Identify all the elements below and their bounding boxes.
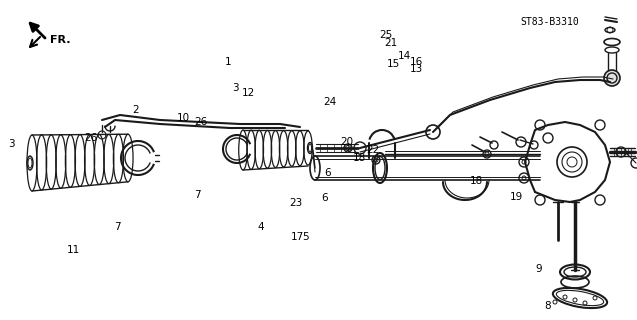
Text: 1: 1: [225, 57, 231, 68]
Text: 21: 21: [385, 38, 397, 48]
Text: 18: 18: [354, 153, 366, 164]
Text: 26: 26: [194, 116, 207, 127]
Text: 12: 12: [242, 88, 255, 98]
Text: 10: 10: [177, 113, 190, 124]
Text: 22: 22: [366, 145, 379, 156]
Text: 11: 11: [67, 244, 80, 255]
Text: ST83-B3310: ST83-B3310: [520, 17, 579, 27]
Text: 25: 25: [379, 30, 392, 40]
Text: 19: 19: [510, 192, 522, 202]
Text: FR.: FR.: [50, 35, 71, 45]
Text: 9: 9: [535, 264, 541, 274]
Text: 13: 13: [410, 64, 422, 74]
Text: 15: 15: [387, 59, 400, 69]
Text: 17: 17: [291, 232, 304, 242]
Circle shape: [604, 70, 620, 86]
Text: 20: 20: [341, 137, 354, 148]
Text: 24: 24: [324, 97, 336, 108]
Text: 7: 7: [115, 222, 121, 232]
Text: 8: 8: [545, 300, 551, 311]
Text: 6: 6: [322, 193, 328, 204]
Text: 26: 26: [85, 132, 97, 143]
Text: 3: 3: [8, 139, 15, 149]
Text: 14: 14: [398, 51, 411, 61]
Text: 23: 23: [290, 198, 303, 208]
Text: 7: 7: [194, 190, 201, 200]
Text: 5: 5: [303, 232, 309, 242]
Text: 6: 6: [325, 168, 331, 178]
Text: 3: 3: [233, 83, 239, 93]
Text: 18: 18: [470, 176, 483, 186]
Text: 2: 2: [132, 105, 139, 116]
Text: 16: 16: [410, 57, 422, 68]
Text: 4: 4: [258, 222, 264, 232]
